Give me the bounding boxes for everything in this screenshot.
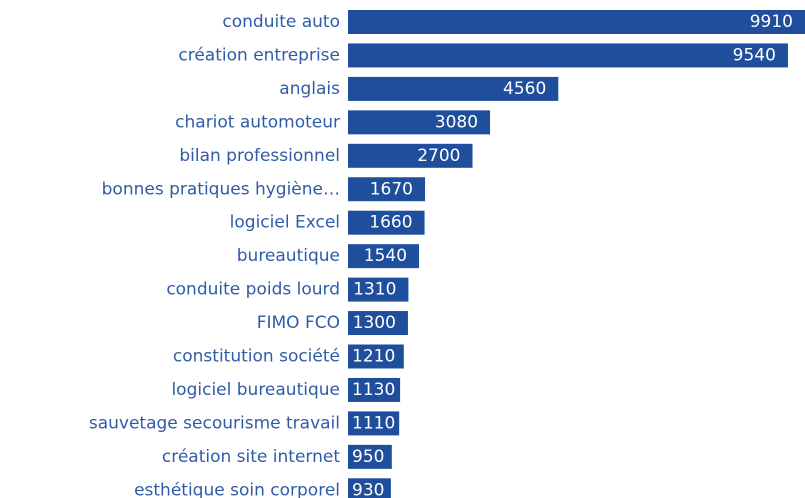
category-label: FIMO FCO (257, 313, 340, 333)
value-label: 950 (352, 447, 384, 467)
bar (348, 76, 559, 101)
value-label: 930 (352, 480, 384, 498)
bar (348, 344, 404, 369)
value-label: 1310 (353, 280, 396, 300)
value-label: 1300 (353, 313, 396, 333)
category-label: bonnes pratiques hygiène… (102, 179, 340, 199)
bar (348, 411, 400, 436)
category-label: bilan professionnel (179, 146, 340, 166)
category-label: constitution société (173, 347, 340, 367)
bar (348, 277, 409, 302)
category-label: bureautique (237, 246, 340, 266)
value-label: 1110 (352, 413, 395, 433)
bar (348, 143, 473, 168)
value-label: 4560 (503, 79, 546, 99)
category-label: anglais (279, 79, 340, 99)
value-label: 1130 (352, 380, 395, 400)
category-label: logiciel Excel (230, 213, 340, 233)
value-label: 1660 (369, 213, 412, 233)
bar (348, 244, 420, 269)
bar (348, 444, 392, 469)
bar (348, 43, 788, 68)
category-label: chariot automoteur (175, 112, 340, 132)
category-label: conduite auto (222, 12, 340, 32)
bar (348, 177, 426, 202)
value-label: 2700 (417, 146, 460, 166)
value-label: 1540 (364, 246, 407, 266)
category-label: création site internet (162, 447, 340, 467)
bar (348, 210, 425, 235)
value-label: 9910 (750, 12, 793, 32)
category-label: logiciel bureautique (171, 380, 340, 400)
bar (348, 10, 805, 34)
category-label: sauvetage secourisme travail (89, 413, 340, 433)
category-label: esthétique soin corporel (134, 480, 340, 498)
value-label: 9540 (733, 45, 776, 65)
bar (348, 478, 391, 498)
category-label: conduite poids lourd (166, 280, 340, 300)
value-label: 3080 (435, 112, 478, 132)
bar (348, 110, 491, 135)
value-label: 1670 (370, 179, 413, 199)
bar (348, 311, 408, 336)
category-label: création entreprise (178, 45, 340, 65)
bar (348, 377, 401, 402)
value-label: 1210 (352, 347, 395, 367)
